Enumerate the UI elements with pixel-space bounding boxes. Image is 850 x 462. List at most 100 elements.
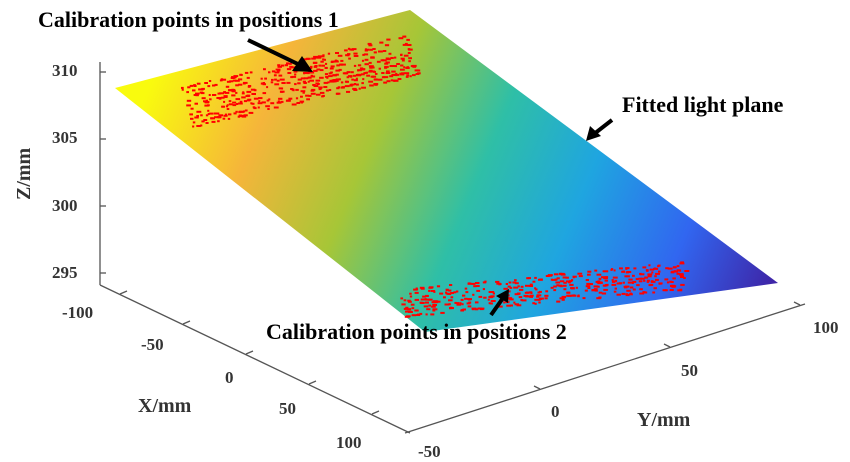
calibration-point xyxy=(658,270,661,273)
calibration-point xyxy=(561,295,567,298)
calibration-point xyxy=(357,69,362,72)
calibration-point xyxy=(550,286,554,289)
calibration-point xyxy=(405,67,410,69)
calibration-point xyxy=(390,79,394,82)
calibration-point xyxy=(340,81,344,84)
calibration-point xyxy=(353,64,357,67)
calibration-point xyxy=(611,280,616,283)
calibration-point xyxy=(556,300,561,303)
calibration-point xyxy=(400,297,404,300)
calibration-point xyxy=(670,285,673,287)
calibration-point xyxy=(462,308,466,311)
calibration-point xyxy=(534,276,537,279)
calibration-point xyxy=(409,292,412,295)
calibration-point xyxy=(401,59,405,62)
calibration-point xyxy=(391,73,396,76)
calibration-point xyxy=(383,76,389,79)
calibration-point xyxy=(622,270,625,273)
calibration-point xyxy=(262,82,265,84)
calibration-point xyxy=(611,283,617,286)
calibration-point xyxy=(302,58,307,61)
calibration-point xyxy=(330,61,334,63)
calibration-point xyxy=(189,113,193,116)
calibration-point xyxy=(337,54,343,57)
calibration-point xyxy=(334,79,337,82)
calibration-point xyxy=(194,102,198,105)
calibration-point xyxy=(344,49,348,52)
calibration-point xyxy=(361,73,365,76)
calibration-point xyxy=(361,82,364,85)
calibration-point xyxy=(381,76,386,79)
calibration-point xyxy=(406,74,410,77)
calibration-point xyxy=(201,87,205,90)
calibration-point xyxy=(369,84,374,87)
calibration-point xyxy=(318,86,323,89)
calibration-point xyxy=(496,282,501,285)
calibration-point xyxy=(288,62,292,65)
calibration-point xyxy=(278,97,283,100)
calibration-point xyxy=(672,277,676,280)
calibration-point xyxy=(340,59,344,62)
calibration-point xyxy=(432,309,436,312)
calibration-point xyxy=(208,94,211,96)
calibration-point xyxy=(319,69,324,72)
calibration-point xyxy=(514,279,517,282)
calibration-point xyxy=(584,289,588,292)
calibration-point xyxy=(439,292,444,295)
calibration-point xyxy=(290,88,294,90)
calibration-point xyxy=(266,86,269,89)
calibration-point xyxy=(305,94,309,97)
calibration-point xyxy=(286,99,291,102)
calibration-point xyxy=(428,304,432,307)
calibration-point xyxy=(212,84,216,87)
calibration-point xyxy=(232,79,237,82)
calibration-point xyxy=(274,83,280,86)
calibration-point xyxy=(336,92,341,95)
calibration-point xyxy=(506,304,511,307)
calibration-point xyxy=(319,87,322,90)
calibration-point xyxy=(425,313,428,316)
calibration-point xyxy=(232,104,237,107)
calibration-point xyxy=(508,298,514,301)
calibration-point xyxy=(405,306,409,309)
calibration-point xyxy=(384,65,389,68)
calibration-point xyxy=(291,75,297,78)
calibration-point xyxy=(346,76,350,79)
calibration-point xyxy=(597,282,601,285)
calibration-point xyxy=(604,279,608,282)
calibration-point xyxy=(505,283,508,285)
calibration-point xyxy=(587,287,591,289)
tick-mark xyxy=(793,301,801,306)
calibration-point xyxy=(411,307,415,310)
calibration-point xyxy=(313,85,319,87)
calibration-point xyxy=(514,282,519,285)
calibration-point xyxy=(462,294,466,297)
calibration-point xyxy=(562,284,567,287)
calibration-point xyxy=(570,287,575,290)
calibration-point xyxy=(357,64,362,67)
calibration-point xyxy=(281,64,285,67)
calibration-point xyxy=(591,289,597,291)
calibration-point xyxy=(335,69,341,72)
calibration-point xyxy=(410,303,415,306)
calibration-point xyxy=(238,78,243,81)
calibration-point xyxy=(432,308,438,311)
calibration-point xyxy=(353,79,358,82)
calibration-point xyxy=(192,125,195,128)
calibration-point xyxy=(636,284,640,287)
calibration-point xyxy=(245,95,250,97)
calibration-point xyxy=(428,289,431,292)
calibration-point xyxy=(534,287,537,290)
calibration-point xyxy=(365,71,368,74)
calibration-point xyxy=(322,58,325,61)
calibration-point xyxy=(401,72,405,75)
calibration-point xyxy=(628,278,633,281)
calibration-point xyxy=(638,277,643,280)
calibration-point xyxy=(408,60,411,63)
calibration-point xyxy=(311,88,316,91)
calibration-point xyxy=(232,89,236,91)
calibration-point xyxy=(373,51,377,54)
calibration-point xyxy=(610,268,613,271)
calibration-point xyxy=(328,89,332,91)
